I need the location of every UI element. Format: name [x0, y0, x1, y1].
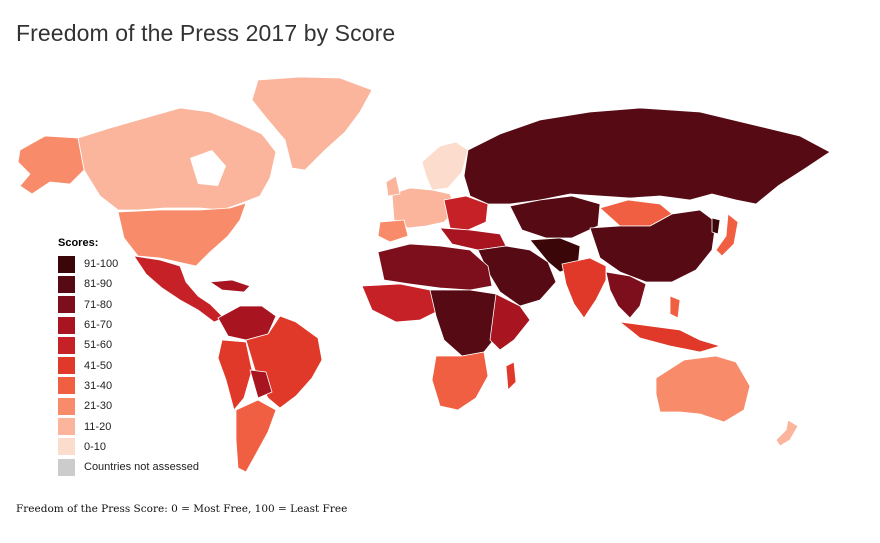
legend-title: Scores: [58, 237, 99, 249]
legend-swatch [58, 275, 75, 293]
legend-swatch [58, 458, 75, 476]
region-balkans-turkey [439, 227, 507, 251]
hudson-bay [190, 150, 226, 186]
region-canada [77, 107, 277, 211]
region-middle-east [477, 245, 557, 307]
legend-swatch [58, 296, 75, 314]
legend-label: 31-40 [84, 379, 113, 392]
legend-swatch [58, 357, 75, 375]
region-alaska [17, 135, 85, 195]
legend-label: 21-30 [84, 400, 113, 413]
legend-item: 41-50 [58, 355, 248, 375]
legend-swatch [58, 438, 75, 456]
legend-label: Countries not assessed [84, 461, 199, 474]
legend-swatch [58, 418, 75, 436]
legend-swatch [58, 336, 75, 354]
legend-label: 51-60 [84, 339, 113, 352]
region-iberia [377, 219, 409, 243]
region-southern-africa [431, 351, 489, 411]
region-venezuela-colombia [217, 305, 277, 341]
legend-item: 31-40 [58, 376, 248, 396]
region-central-asia [509, 195, 601, 239]
legend-label: 41-50 [84, 359, 113, 372]
legend-item: 21-30 [58, 396, 248, 416]
legend-label: 81-90 [84, 278, 113, 291]
region-west-africa [361, 283, 441, 323]
legend-item: 11-20 [58, 416, 248, 436]
region-scandinavia [421, 141, 469, 191]
legend-item: 61-70 [58, 315, 248, 335]
region-argentina-chile [235, 399, 277, 473]
legend-item: 91-100 [58, 254, 248, 274]
region-indonesia [619, 321, 721, 353]
region-uk [385, 175, 401, 197]
region-australia [655, 355, 751, 423]
legend-label: 11-20 [84, 420, 112, 433]
legend-swatch [58, 377, 75, 395]
legend: Scores: 91-100 81-90 71-80 61-70 51-60 4… [58, 237, 248, 477]
region-philippines [669, 295, 681, 319]
region-japan [715, 213, 739, 257]
legend-swatch [58, 397, 75, 415]
legend-item: 0-10 [58, 437, 248, 457]
region-russia [463, 107, 831, 205]
region-india [561, 257, 607, 319]
region-greenland [251, 76, 373, 171]
region-caribbean [209, 279, 251, 293]
region-eastern-europe [443, 195, 489, 231]
region-bolivia-paraguay [249, 369, 273, 399]
region-se-asia [605, 271, 647, 319]
legend-item: 51-60 [58, 335, 248, 355]
region-andes [217, 339, 253, 411]
legend-label: 71-80 [84, 298, 113, 311]
region-korea [711, 217, 721, 235]
legend-label: 61-70 [84, 319, 113, 332]
legend-swatch [58, 255, 75, 273]
legend-swatch [58, 316, 75, 334]
region-east-africa [489, 293, 531, 351]
legend-label: 0-10 [84, 440, 107, 453]
legend-item: Countries not assessed [58, 457, 248, 477]
region-usa [117, 202, 247, 267]
footnote: Freedom of the Press Score: 0 = Most Fre… [16, 503, 348, 515]
legend-label: 91-100 [84, 258, 119, 271]
map-title: Freedom of the Press 2017 by Score [16, 20, 396, 46]
region-north-africa [377, 243, 493, 291]
region-new-zealand [775, 419, 799, 447]
legend-item: 81-90 [58, 274, 248, 294]
region-china [589, 209, 717, 283]
region-madagascar [505, 361, 517, 391]
legend-item: 71-80 [58, 295, 248, 315]
